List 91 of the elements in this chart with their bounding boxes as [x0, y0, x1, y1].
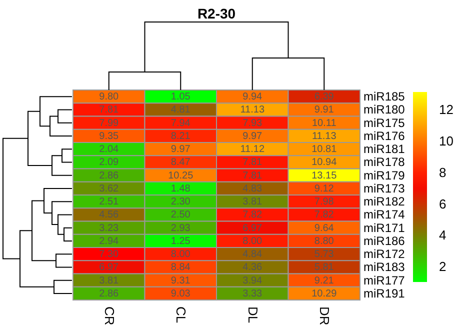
x-tick-label: DR — [317, 306, 332, 326]
y-tick-label: miR176 — [364, 128, 406, 143]
data-label: 2.93 — [170, 222, 191, 234]
data-label: 4.84 — [242, 249, 263, 260]
y-tick-label: miR172 — [364, 247, 406, 262]
data-label: 13.15 — [312, 170, 338, 182]
data-label: 3.23 — [99, 222, 120, 234]
data-label: 2.51 — [99, 196, 120, 208]
data-label: 7.99 — [99, 118, 120, 129]
data-label: 7.81 — [242, 157, 263, 168]
data-label: 7.81 — [99, 104, 120, 116]
y-tick-label: miR182 — [364, 194, 406, 209]
data-label: 4.56 — [99, 210, 120, 221]
data-label: 9.80 — [99, 92, 120, 103]
data-label: 9.64 — [314, 222, 334, 234]
data-label: 9.03 — [170, 288, 191, 300]
color-bar-label: 10 — [439, 133, 454, 148]
data-label: 10.25 — [168, 170, 194, 182]
data-label: 9.97 — [242, 130, 263, 142]
data-label: 2.86 — [99, 170, 120, 182]
data-label: 4.83 — [242, 183, 263, 194]
data-label: 5.81 — [314, 262, 334, 274]
data-label: 9.12 — [314, 183, 334, 194]
data-label: 10.94 — [312, 157, 338, 168]
data-label: 3.62 — [99, 183, 120, 194]
data-label: 10.29 — [312, 288, 338, 300]
data-label: 7.81 — [242, 170, 263, 182]
data-label: 4.36 — [242, 262, 263, 274]
data-label: 4.81 — [170, 104, 191, 116]
data-label: 9.35 — [99, 130, 120, 142]
y-tick-label: miR191 — [364, 286, 406, 300]
color-bar-label: 4 — [439, 228, 446, 243]
y-tick-label: miR171 — [364, 220, 406, 235]
data-label: 8.80 — [314, 236, 334, 247]
data-label: 6.39 — [314, 92, 334, 103]
data-label: 3.81 — [242, 196, 263, 208]
data-label: 9.21 — [314, 275, 334, 286]
data-label: 10.81 — [312, 144, 338, 156]
y-tick-label: miR181 — [364, 142, 406, 156]
y-tick-label: miR180 — [364, 102, 406, 117]
data-label: 1.25 — [170, 236, 191, 247]
y-tick-label: miR183 — [364, 260, 406, 274]
data-label: 1.05 — [170, 92, 191, 103]
data-label: 8.84 — [170, 262, 191, 274]
data-label: 7.93 — [242, 118, 263, 129]
y-tick-label: miR179 — [364, 168, 406, 182]
data-label: 7.98 — [314, 196, 334, 208]
data-label: 7.82 — [314, 210, 334, 221]
data-label: 7.94 — [170, 118, 191, 129]
y-tick-label: miR173 — [364, 181, 406, 196]
y-tick-label: miR178 — [364, 155, 406, 170]
data-label: 1.48 — [170, 183, 191, 194]
data-label: 11.12 — [240, 144, 265, 156]
data-label: 3.33 — [242, 288, 263, 300]
color-bar-label: 8 — [439, 164, 446, 180]
data-label: 6.97 — [99, 262, 120, 274]
color-bar-label: 6 — [439, 196, 446, 212]
data-label: 2.50 — [170, 210, 191, 221]
data-label: 10.11 — [312, 118, 337, 129]
data-label: 9.97 — [170, 144, 191, 156]
data-label: 8.00 — [170, 249, 191, 260]
color-bar-label: 2 — [439, 259, 446, 274]
data-label: 9.91 — [314, 104, 334, 116]
data-label: 7.82 — [242, 210, 263, 221]
x-tick-label: CL — [174, 306, 189, 324]
data-label: 11.13 — [312, 130, 337, 142]
chart-title: R2-30 — [197, 6, 236, 22]
color-bar-label: 12 — [439, 102, 454, 118]
data-label: 2.86 — [99, 288, 120, 300]
data-label: 11.13 — [240, 104, 265, 116]
x-tick-label: DL — [245, 306, 260, 324]
data-label: 8.00 — [242, 236, 263, 247]
data-label: 5.73 — [314, 249, 334, 260]
y-tick-label: miR177 — [364, 273, 406, 288]
data-label: 2.30 — [170, 196, 191, 208]
data-label: 6.97 — [242, 222, 263, 234]
data-label: 2.09 — [99, 157, 120, 168]
y-tick-label: miR175 — [364, 116, 406, 130]
y-tick-label: miR186 — [364, 234, 406, 248]
data-label: 9.94 — [242, 92, 263, 103]
y-tick-label: miR185 — [364, 90, 406, 104]
y-tick-label: miR174 — [364, 208, 406, 222]
data-label: 3.94 — [242, 275, 263, 286]
data-label: 7.30 — [99, 249, 120, 260]
data-label: 9.31 — [170, 275, 191, 286]
data-label: 3.81 — [99, 275, 120, 286]
data-label: 2.04 — [99, 144, 120, 156]
data-label: 8.47 — [170, 157, 191, 168]
data-label: 2.94 — [99, 236, 120, 247]
x-tick-label: CR — [102, 306, 117, 326]
data-label: 8.21 — [170, 130, 191, 142]
